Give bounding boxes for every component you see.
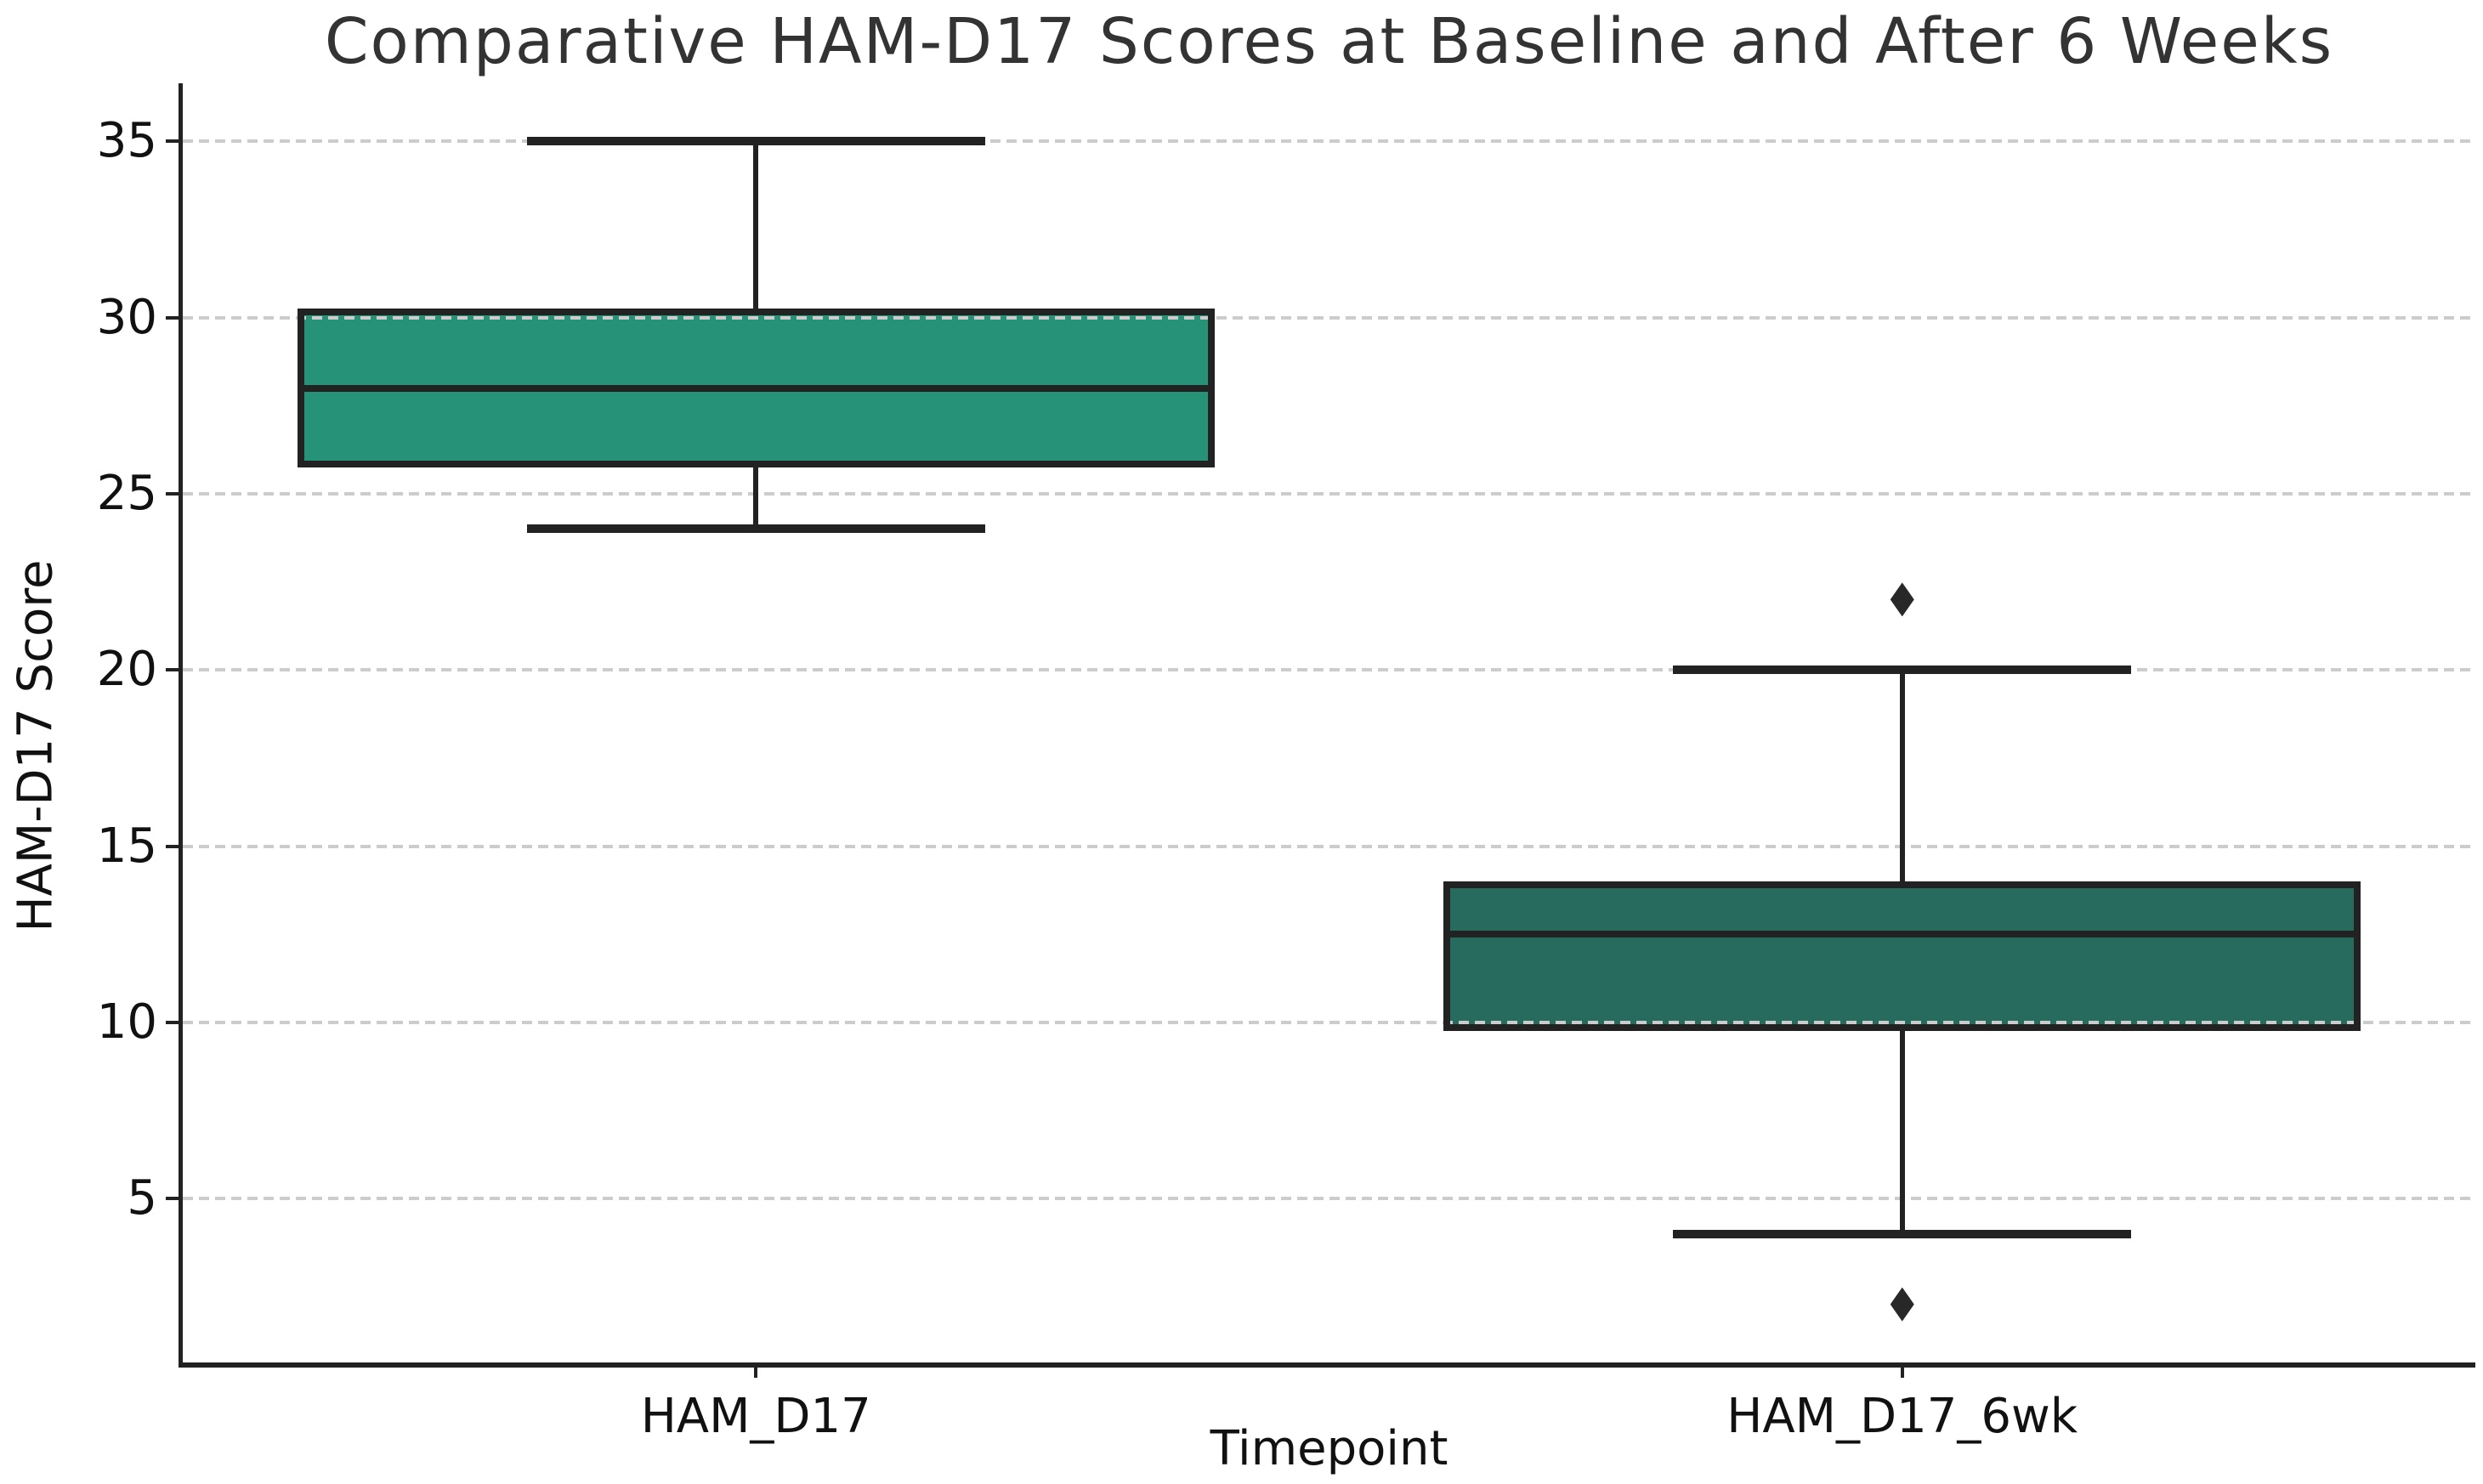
y-tick-label: 25 [96,466,157,521]
box-fill [1443,881,2361,1032]
gridline-y [183,1020,2475,1024]
whisker-cap-upper [526,137,985,146]
gridline-y [183,844,2475,848]
gridline-y [183,139,2475,144]
y-tick-label: 20 [96,642,157,698]
box-border [1443,881,2361,1032]
whisker-lower [753,467,759,530]
x-tick [754,1362,758,1378]
whisker-cap-upper [1673,666,2132,675]
x-tick-label: HAM_D17 [640,1389,871,1444]
y-tick-label: 5 [127,1170,157,1226]
y-tick [166,315,183,320]
y-tick [166,668,183,672]
median-line [297,384,1215,392]
bottom-spine [179,1362,2475,1368]
gridline-y [183,492,2475,496]
outlier-diamond [1890,1287,1914,1322]
x-tick-label: HAM_D17_6wk [1726,1389,2078,1444]
median-line [1443,931,2361,938]
gridline-y [183,668,2475,672]
gridline-y [183,1197,2475,1201]
y-tick [166,492,183,496]
x-tick [1900,1362,1904,1378]
whisker-upper [1899,670,1905,882]
whisker-cap-lower [1673,1229,2132,1238]
y-tick [166,1020,183,1024]
left-spine [179,83,183,1367]
outlier-diamond [1890,582,1914,617]
gridline-y [183,315,2475,320]
y-tick-label: 35 [96,113,157,169]
y-tick [166,844,183,848]
whisker-cap-lower [526,524,985,534]
chart-title: Comparative HAM-D17 Scores at Baseline a… [324,5,2334,78]
whisker-upper [753,141,759,309]
y-tick-label: 10 [96,994,157,1050]
whisker-lower [1899,1031,1905,1234]
y-tick-label: 15 [96,818,157,874]
y-tick [166,1197,183,1201]
y-tick-label: 30 [96,289,157,345]
y-tick [166,139,183,144]
x-axis-label: Timepoint [1210,1421,1448,1476]
